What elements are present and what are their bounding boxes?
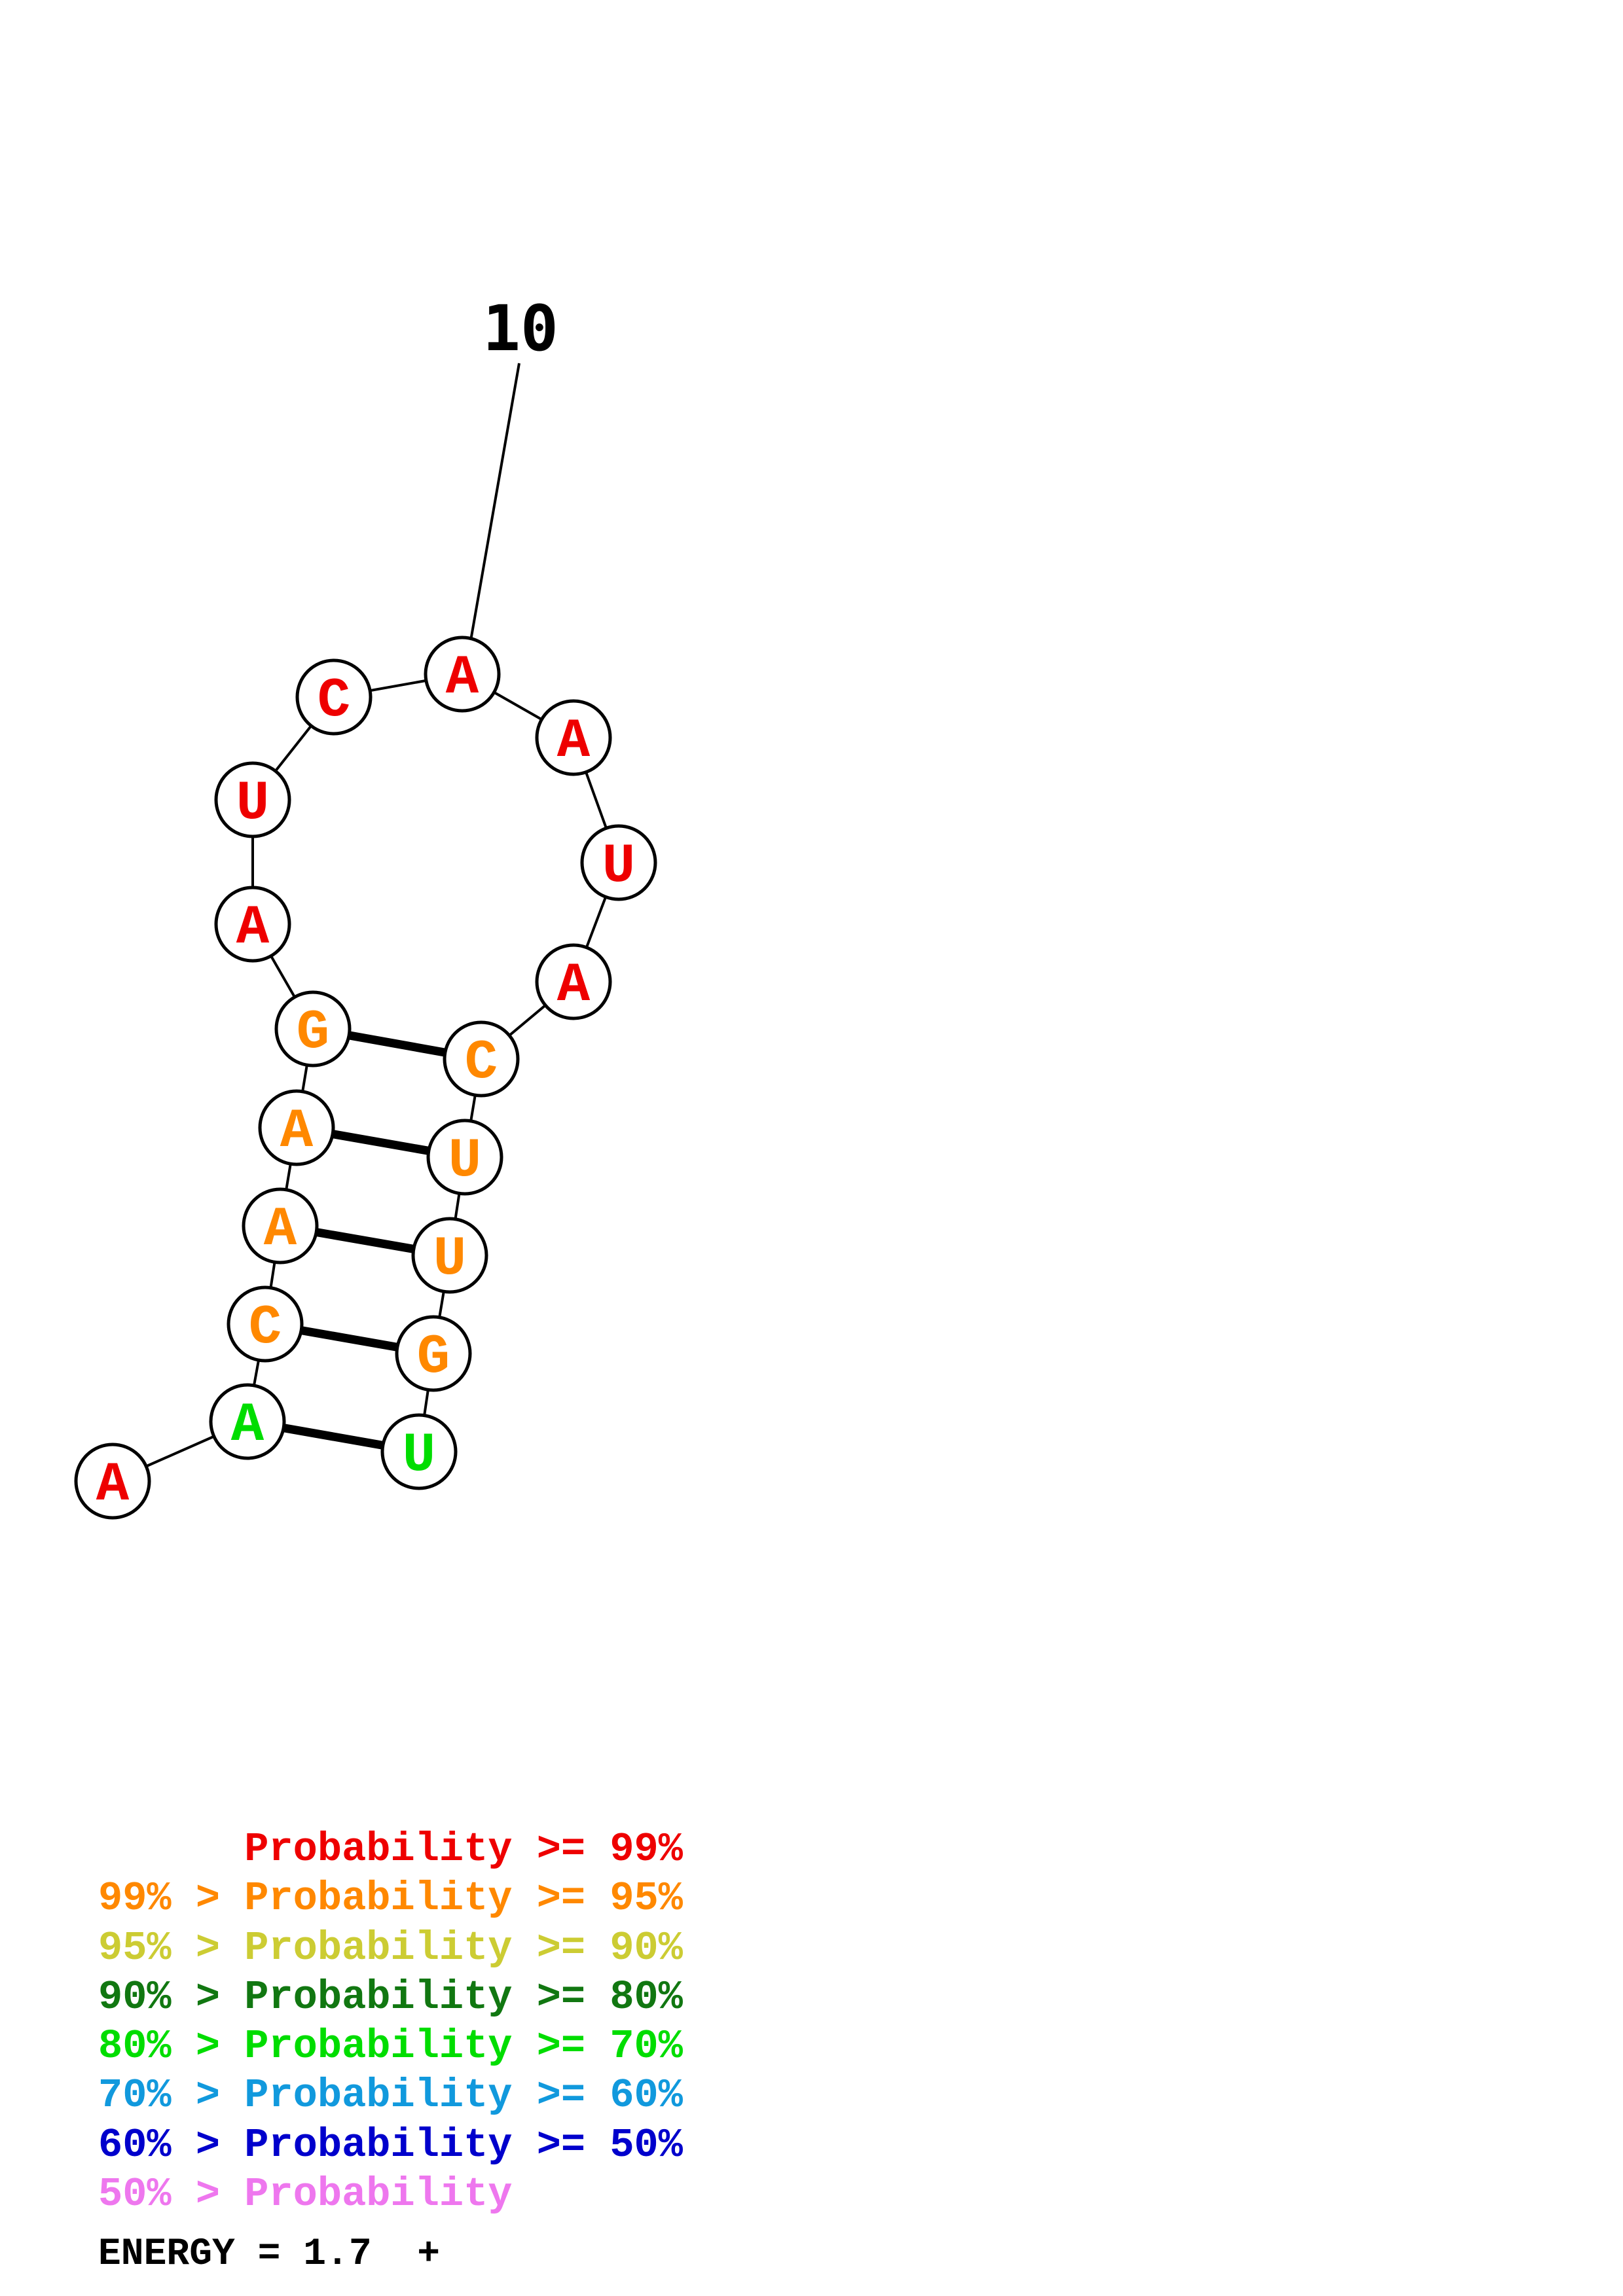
nucleotide-10: A <box>424 636 501 713</box>
nucleotide-17: G <box>395 1315 472 1392</box>
legend-row: 95% > Probability >= 90% <box>98 1924 683 1973</box>
nucleotide-letter: C <box>465 1032 498 1094</box>
nucleotide-5: A <box>258 1089 335 1166</box>
nucleotide-letter: C <box>249 1297 282 1359</box>
nucleotide-letter: U <box>448 1130 481 1193</box>
nucleotide-14: C <box>443 1020 520 1098</box>
nucleotide-circle <box>380 1413 458 1490</box>
nucleotide-circle <box>209 1383 286 1460</box>
legend-row: 99% > Probability >= 95% <box>98 1874 683 1923</box>
legend-prefix: 90% > <box>98 1973 245 2020</box>
legend-row: 60% > Probability >= 50% <box>98 2121 683 2170</box>
nucleotide-2: A <box>209 1383 286 1460</box>
energy-value: ENERGY = 1.7 + <box>98 2233 441 2276</box>
backbone-lines <box>112 673 620 1482</box>
nucleotide-7: A <box>214 886 291 963</box>
nucleotide-16: U <box>411 1217 488 1294</box>
nucleotide-letter: A <box>264 1199 297 1261</box>
nucleotide-letter: A <box>446 647 479 709</box>
nucleotide-circle <box>395 1315 472 1392</box>
nucleotide-circle <box>535 943 612 1020</box>
nucleotide-circle <box>274 990 352 1067</box>
legend-label: Probability >= 60% <box>244 2072 683 2119</box>
nucleotide-11: A <box>535 699 612 776</box>
nucleotide-circle <box>227 1285 304 1363</box>
nucleotide-circle <box>424 636 501 713</box>
nucleotide-4: A <box>242 1187 319 1265</box>
legend-label: Probability >= 70% <box>244 2023 683 2070</box>
legend-label: Probability <box>244 2171 513 2218</box>
nucleotide-8: U <box>214 761 291 838</box>
nucleotide-circle <box>295 658 373 736</box>
nucleotide-circle <box>214 761 291 838</box>
nucleotide-12: U <box>580 824 657 901</box>
legend-label: Probability >= 95% <box>244 1875 683 1922</box>
nucleotide-letter: U <box>602 836 635 898</box>
nucleotide-circle <box>443 1020 520 1098</box>
legend-label: Probability >= 50% <box>244 2121 683 2168</box>
legend-label: Probability >= 99% <box>244 1826 683 1873</box>
nucleotide-13: A <box>535 943 612 1020</box>
legend-row: Probability >= 99% <box>98 1825 683 1874</box>
nucleotide-letter: G <box>417 1327 450 1389</box>
legend-label: Probability >= 80% <box>244 1973 683 2020</box>
probability-legend: Probability >= 99% 99% > Probability >= 9… <box>98 1825 683 2219</box>
legend-row: 90% > Probability >= 80% <box>98 1973 683 2022</box>
nucleotide-letter: G <box>297 1002 329 1064</box>
nucleotide-letter: U <box>403 1425 435 1487</box>
legend-prefix <box>98 1826 244 1873</box>
nucleotide-letter: A <box>231 1395 264 1457</box>
position-tick-line <box>464 363 520 675</box>
legend-prefix: 70% > <box>98 2072 245 2119</box>
nucleotide-letter: U <box>433 1229 466 1291</box>
nucleotide-circle <box>535 699 612 776</box>
nucleotide-letter: A <box>236 897 270 960</box>
position-label-10: 10 <box>483 292 558 365</box>
legend-label: Probability >= 90% <box>244 1924 683 1971</box>
legend-prefix: 50% > <box>98 2171 245 2218</box>
nucleotide-circle <box>258 1089 335 1166</box>
legend-row: 80% > Probability >= 70% <box>98 2022 683 2071</box>
nucleotide-letter: A <box>96 1454 130 1516</box>
nucleotide-letter: U <box>236 773 269 835</box>
nucleotide-circle <box>580 824 657 901</box>
nucleotide-9: C <box>295 658 373 736</box>
nucleotide-letter: A <box>557 711 591 773</box>
nucleotide-circle <box>426 1119 503 1196</box>
nucleotide-circle <box>74 1443 151 1520</box>
nucleotide-1: A <box>74 1443 151 1520</box>
legend-prefix: 60% > <box>98 2121 245 2168</box>
nucleotide-letter: A <box>280 1101 314 1163</box>
legend-row: 50% > Probability <box>98 2170 683 2219</box>
nucleotide-circle <box>214 886 291 963</box>
legend-prefix: 80% > <box>98 2023 245 2070</box>
legend-prefix: 95% > <box>98 1924 245 1971</box>
nucleotide-6: G <box>274 990 352 1067</box>
nucleotide-letter: C <box>318 670 350 732</box>
nucleotide-circle <box>411 1217 488 1294</box>
nucleotide-circle <box>242 1187 319 1265</box>
nucleotide-3: C <box>227 1285 304 1363</box>
nucleotide-18: U <box>380 1413 458 1490</box>
legend-prefix: 99% > <box>98 1875 245 1922</box>
nucleotide-15: U <box>426 1119 503 1196</box>
nucleotide-letter: A <box>557 955 591 1017</box>
legend-row: 70% > Probability >= 60% <box>98 2071 683 2120</box>
